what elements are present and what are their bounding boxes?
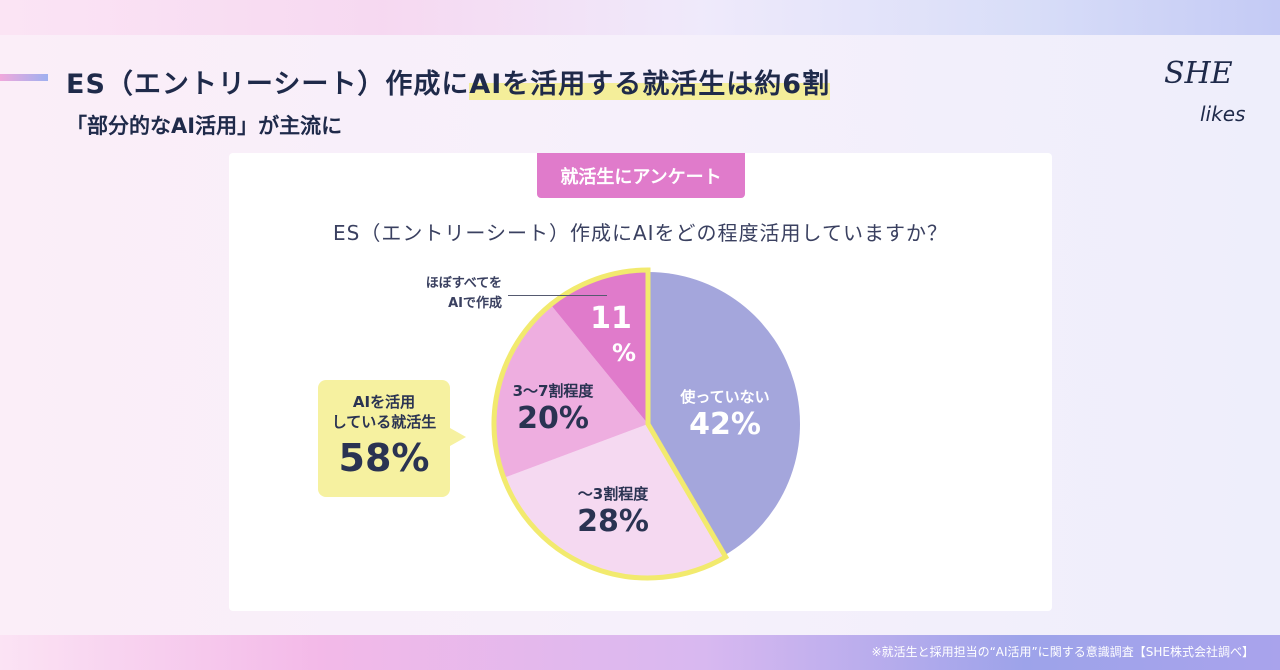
callout-line2: している就活生 bbox=[331, 413, 437, 431]
slice-category: 〜3割程度 bbox=[577, 485, 649, 503]
slice-label-none: 使っていない 42% bbox=[680, 386, 769, 442]
leader-line bbox=[508, 295, 607, 296]
slice-category: 3〜7割程度 bbox=[512, 382, 594, 400]
pie-slice-3 bbox=[550, 270, 648, 424]
slice-label-30-70: 3〜7割程度 20% bbox=[513, 380, 594, 436]
slice-value: 20% bbox=[517, 401, 589, 436]
callout-value: 58% bbox=[338, 436, 430, 480]
slice-label-all-line1: ほぼすべてを bbox=[425, 276, 502, 291]
slice-value: 28% bbox=[577, 504, 649, 539]
she-likes-logo: SHE likes bbox=[1160, 56, 1260, 136]
slice-label-all-value: 11% bbox=[586, 302, 636, 370]
slice-value: 11 bbox=[590, 301, 632, 336]
logo-likes: likes bbox=[1200, 102, 1246, 126]
title-text: ES（エントリーシート）作成に bbox=[66, 69, 470, 100]
callout-line1: AIを活用 bbox=[352, 393, 416, 411]
page-title: ES（エントリーシート）作成にAIを活用する就活生は約6割 bbox=[66, 62, 831, 101]
logo-she: SHE bbox=[1164, 56, 1233, 91]
page-subtitle: 「部分的なAI活用」が主流に bbox=[66, 114, 343, 138]
slice-value: 42% bbox=[689, 407, 761, 442]
pie-slice-2 bbox=[494, 304, 648, 478]
highlight-outline bbox=[491, 267, 730, 581]
slice-unit: % bbox=[611, 339, 637, 367]
slice-label-all: ほぼすべてを AIで作成 bbox=[402, 274, 502, 314]
footnote: ※就活生と採用担当の“AI活用”に関する意識調査【SHE株式会社調べ】 bbox=[871, 645, 1254, 659]
bottom-decorative-band bbox=[0, 635, 1280, 670]
title-highlight: AIを活用する就活生は約6割 bbox=[469, 69, 831, 100]
top-decorative-band bbox=[0, 0, 1280, 35]
title-accent-bar bbox=[0, 74, 48, 81]
slice-label-all-line2: AIで作成 bbox=[448, 296, 502, 311]
slice-category: 使っていない bbox=[680, 388, 770, 406]
survey-tag: 就活生にアンケート bbox=[537, 153, 745, 198]
slice-label-up-to-30: 〜3割程度 28% bbox=[577, 483, 649, 539]
survey-question: ES（エントリーシート）作成にAIをどの程度活用していますか？ bbox=[333, 221, 948, 245]
ai-users-callout: AIを活用している就活生 58% bbox=[318, 380, 466, 497]
